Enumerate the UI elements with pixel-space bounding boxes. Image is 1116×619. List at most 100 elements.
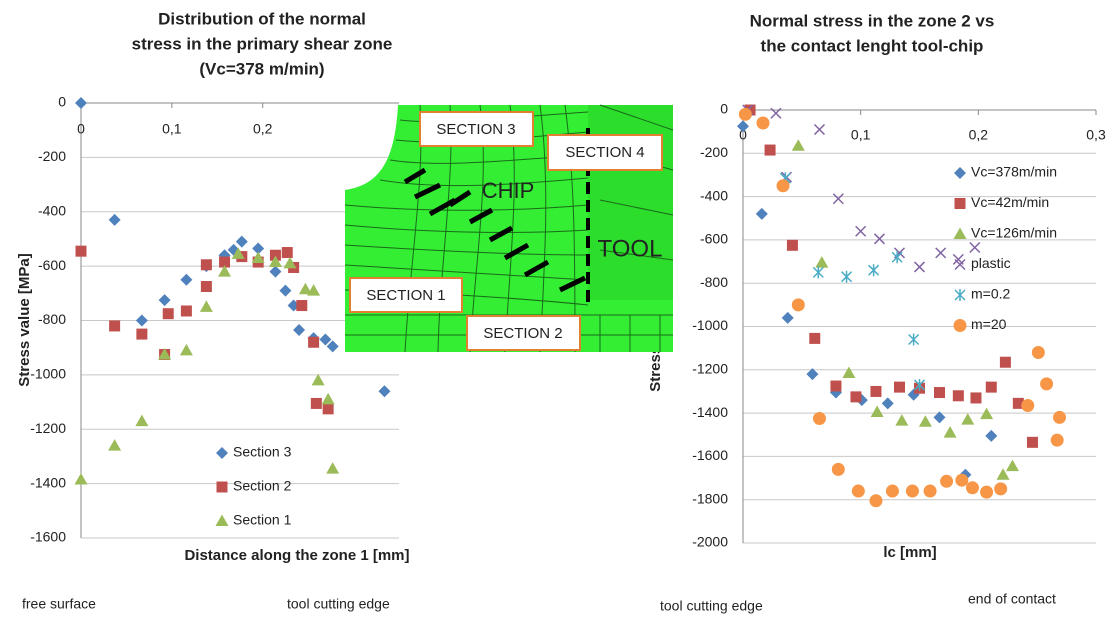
- point: [923, 484, 937, 498]
- label-box: [349, 277, 463, 313]
- point: [219, 256, 231, 268]
- point: [136, 328, 148, 340]
- point: [319, 333, 332, 346]
- point: [75, 97, 87, 109]
- point: [965, 481, 979, 495]
- point: [781, 311, 794, 324]
- point: [980, 485, 994, 499]
- point: [311, 373, 325, 386]
- point: [737, 120, 749, 133]
- legend-marker: [216, 481, 228, 493]
- legend-marker: [954, 167, 966, 179]
- annotation: tool cutting edge: [287, 596, 390, 612]
- legend-label: Section 3: [233, 444, 292, 460]
- charts: Distribution of the normal stress in the …: [16, 9, 1106, 613]
- point: [293, 324, 306, 337]
- point: [755, 207, 768, 220]
- point: [1005, 459, 1019, 472]
- point: [269, 265, 282, 278]
- y-tick-label: 0: [58, 94, 66, 110]
- y-tick-label: -2000: [692, 534, 728, 550]
- point: [961, 413, 975, 425]
- point: [158, 347, 172, 360]
- inset-label: SECTION 1: [366, 287, 445, 304]
- point: [251, 251, 265, 263]
- point: [893, 381, 905, 393]
- point: [815, 256, 829, 268]
- point: [298, 282, 312, 295]
- y-tick-label: -1000: [30, 366, 66, 382]
- point: [296, 300, 308, 312]
- y-tick-label: -800: [700, 274, 728, 290]
- legend-label: plastic: [971, 255, 1011, 271]
- point: [281, 247, 293, 259]
- x-tick-label: 0: [77, 121, 85, 137]
- point: [943, 426, 957, 438]
- point: [756, 116, 770, 130]
- point: [895, 414, 909, 426]
- legend-label: Vc=126m/min: [971, 225, 1057, 241]
- annotation: free surface: [22, 596, 96, 612]
- legend-marker: [954, 289, 966, 301]
- point: [831, 462, 845, 476]
- point: [868, 264, 880, 277]
- section-lines: [403, 167, 587, 293]
- x-tick-label: 0,1: [851, 127, 871, 143]
- point: [322, 403, 334, 415]
- point: [870, 405, 884, 418]
- x-tick-label: 0,3: [1086, 127, 1106, 143]
- y-axis-title: Stress value [MPa]: [16, 253, 33, 386]
- legend-marker: [216, 447, 228, 459]
- point: [162, 308, 174, 320]
- point: [955, 473, 969, 487]
- point: [791, 139, 805, 151]
- point: [321, 392, 335, 405]
- chart-title: Normal stress in the zone 2 vs: [750, 11, 995, 30]
- y-tick-label: -600: [38, 257, 66, 273]
- x-tick-label: 0,2: [253, 121, 273, 137]
- x-axis-title: lc [mm]: [883, 544, 936, 561]
- x-tick-label: 0: [739, 127, 747, 143]
- y-tick-label: -600: [700, 231, 728, 247]
- point: [218, 265, 232, 277]
- y-tick-label: -200: [38, 148, 66, 164]
- chart-title: (Vc=378 m/min): [199, 59, 324, 78]
- point: [813, 123, 826, 136]
- legend-label: Section 1: [233, 512, 292, 528]
- label-box: [419, 111, 534, 147]
- point: [980, 407, 994, 420]
- label-box: [466, 315, 581, 351]
- point: [952, 390, 964, 402]
- point: [1040, 377, 1054, 391]
- point: [913, 378, 926, 391]
- point: [786, 239, 798, 251]
- point: [770, 107, 782, 119]
- point: [830, 380, 842, 392]
- point: [1021, 399, 1035, 413]
- point: [1031, 345, 1045, 359]
- legend-label: Vc=378m/min: [971, 164, 1057, 180]
- legend-marker: [953, 319, 967, 332]
- point: [200, 281, 212, 293]
- y-tick-label: -1600: [692, 447, 728, 463]
- y-tick-label: -1200: [692, 361, 728, 377]
- point: [832, 193, 844, 205]
- inset-label: SECTION 3: [436, 121, 515, 138]
- point: [905, 484, 919, 498]
- point: [308, 336, 320, 348]
- point: [108, 213, 121, 226]
- point: [851, 484, 865, 498]
- point: [200, 259, 212, 271]
- point: [180, 305, 192, 317]
- point: [776, 179, 790, 193]
- inset-label: CHIP: [482, 178, 535, 203]
- simulation-inset: SECTION 3 SECTION 4 CHIP TOOL SECTION 1 …: [344, 104, 674, 353]
- y-tick-label: -400: [700, 187, 728, 203]
- point: [869, 494, 883, 508]
- y-tick-label: -800: [38, 311, 66, 327]
- point: [999, 356, 1011, 368]
- point: [985, 429, 998, 442]
- point: [378, 385, 391, 398]
- y-tick-label: -1200: [30, 420, 66, 436]
- point: [934, 387, 946, 399]
